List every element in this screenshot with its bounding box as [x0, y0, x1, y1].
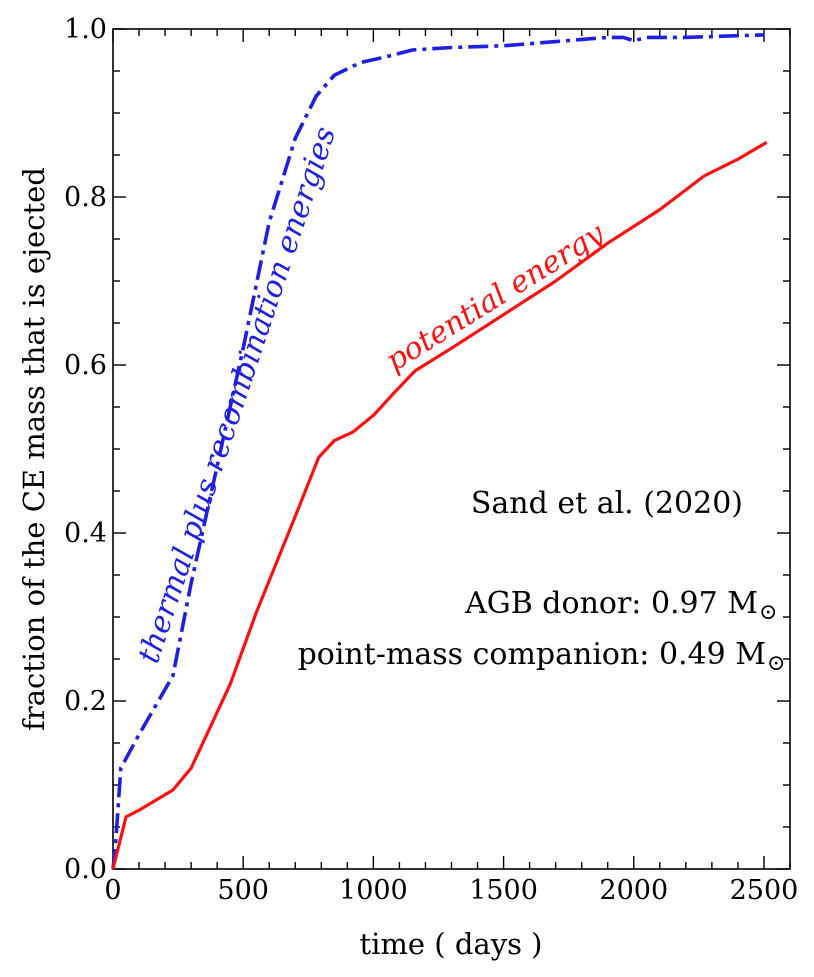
x-tick-label: 1500	[469, 875, 538, 906]
y-tick-label: 1.0	[64, 14, 107, 45]
sun-symbol-icon: ⊙	[759, 600, 777, 625]
y-tick-label: 0.6	[64, 350, 107, 381]
x-tick-label: 2000	[599, 875, 668, 906]
series-label-potential-energy: potential energy	[380, 216, 612, 379]
x-tick-label: 0	[104, 875, 121, 906]
annotation-reference: Sand et al. (2020)	[471, 486, 743, 521]
y-tick-label: 0.0	[64, 854, 107, 885]
series-label-thermal-recombination: thermal plus recombination energies	[131, 122, 343, 667]
x-axis-label: time ( days )	[360, 927, 543, 961]
x-tick-label: 2500	[730, 875, 799, 906]
x-tick-label: 1000	[339, 875, 408, 906]
annotation-companion: point-mass companion: 0.49 M	[298, 637, 766, 672]
annotation-donor: AGB donor: 0.97 M	[464, 586, 758, 621]
sun-symbol-icon: ⊙	[767, 651, 785, 676]
x-tick-label: 500	[217, 875, 269, 906]
y-tick-label: 0.2	[64, 686, 107, 717]
series-line-thermal-recombination	[111, 33, 765, 870]
series-line-potential-energy	[111, 141, 768, 870]
y-axis-label: fraction of the CE mass that is ejected	[17, 167, 51, 731]
y-tick-label: 0.4	[64, 518, 107, 549]
y-tick-label: 0.8	[64, 182, 107, 213]
axis-tick-labels: 0 500 1000 1500 2000 2500 0.0 0.2 0.4 0.6 0.8 1.0	[64, 14, 798, 906]
